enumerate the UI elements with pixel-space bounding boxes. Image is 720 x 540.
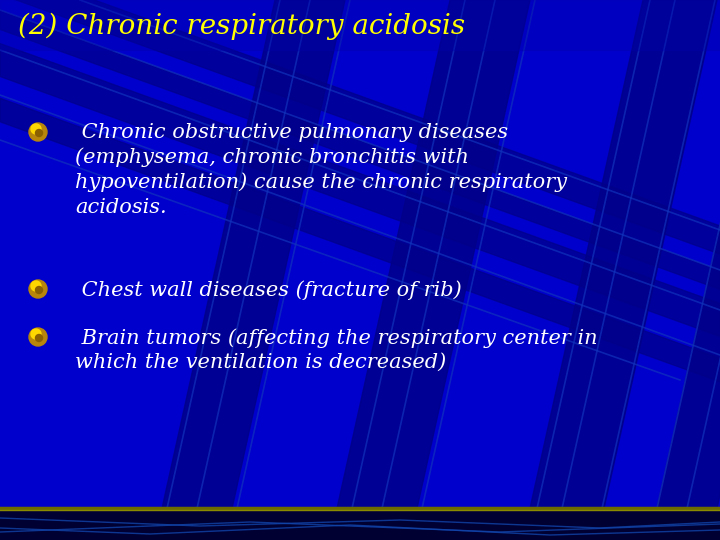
Circle shape [35, 334, 42, 341]
Polygon shape [650, 0, 720, 540]
Circle shape [35, 130, 42, 137]
Circle shape [29, 123, 47, 141]
Polygon shape [0, 0, 720, 254]
Polygon shape [155, 0, 345, 540]
Circle shape [35, 287, 42, 294]
Circle shape [29, 328, 47, 346]
Text: Brain tumors (affecting the respiratory center in
which the ventilation is decre: Brain tumors (affecting the respiratory … [75, 328, 598, 372]
Circle shape [29, 280, 47, 298]
Text: Chest wall diseases (fracture of rib): Chest wall diseases (fracture of rib) [75, 280, 462, 300]
Circle shape [31, 329, 41, 339]
Circle shape [31, 281, 41, 291]
Bar [0, 0, 720, 50]
Polygon shape [0, 98, 720, 382]
Polygon shape [330, 0, 530, 540]
Polygon shape [523, 0, 717, 540]
Text: (2) Chronic respiratory acidosis: (2) Chronic respiratory acidosis [18, 13, 465, 40]
Circle shape [31, 124, 41, 134]
Polygon shape [0, 11, 720, 289]
Bar [0, 508, 720, 540]
Text: Chronic obstructive pulmonary diseases
(emphysema, chronic bronchitis with
hypov: Chronic obstructive pulmonary diseases (… [75, 123, 567, 217]
Polygon shape [0, 44, 720, 336]
